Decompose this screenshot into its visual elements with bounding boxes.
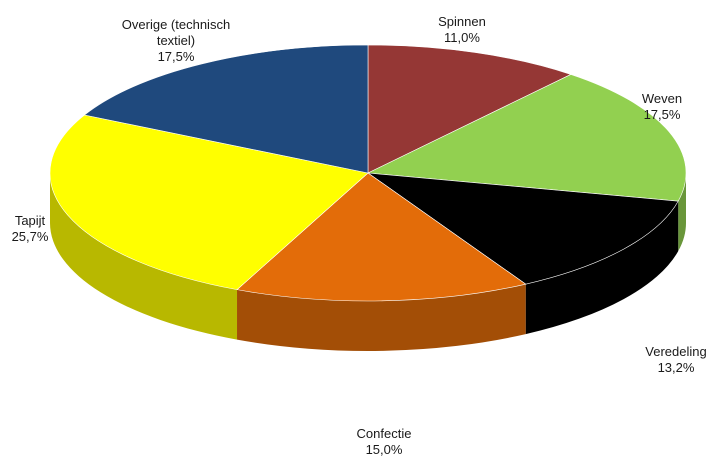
pie-slice-weven bbox=[366, 74, 687, 202]
slice-label-veredeling: Veredeling 13,2% bbox=[645, 344, 706, 375]
slice-label-spinnen: Spinnen 11,0% bbox=[438, 14, 486, 45]
pie-slice-spinnen bbox=[367, 44, 572, 174]
slice-label-weven: Weven 17,5% bbox=[642, 91, 682, 122]
pie-side-weven bbox=[678, 173, 686, 252]
pie-side-tapijt bbox=[50, 173, 238, 340]
pie-slice-overige bbox=[83, 44, 369, 174]
slice-label-overige: Overige (technisch textiel) 17,5% bbox=[122, 17, 230, 64]
pie-label-layer: Spinnen 11,0% Weven 17,5% Veredeling 13,2% Con… bbox=[12, 14, 707, 457]
pie-side-layer bbox=[50, 173, 686, 351]
pie-slice-veredeling bbox=[366, 172, 679, 285]
pie-slice-tapijt bbox=[49, 114, 369, 290]
pie-slice-confectie bbox=[236, 172, 527, 302]
slice-label-confectie: Confectie 15,0% bbox=[357, 426, 412, 457]
pie-top-layer bbox=[49, 44, 687, 302]
pie-side-confectie bbox=[237, 284, 526, 351]
slice-label-tapijt: Tapijt 25,7% bbox=[12, 213, 49, 244]
pie-side-veredeling bbox=[525, 201, 679, 335]
